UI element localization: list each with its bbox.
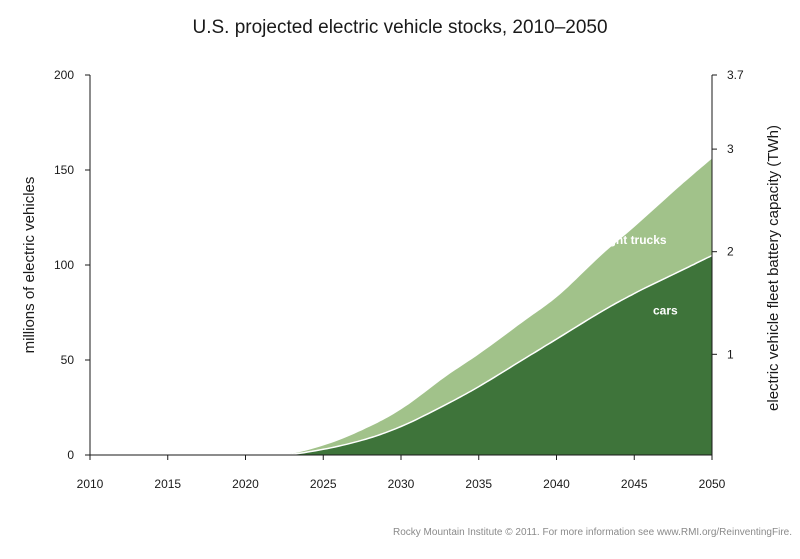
y2-axis-label: electric vehicle fleet battery capacity … [765, 125, 782, 411]
x-tick-label: 2050 [699, 477, 726, 491]
x-tick-label: 2010 [77, 477, 104, 491]
y2-tick-group: 1 2 3 3.7 [712, 68, 744, 361]
y2-tick-label: 2 [727, 245, 734, 259]
x-tick-label: 2015 [154, 477, 181, 491]
credit-text: Rocky Mountain Institute © 2011. For mor… [393, 527, 792, 538]
area-label: light trucks [602, 233, 667, 247]
y-tick-label: 200 [54, 68, 74, 82]
cars-boundary-line [276, 254, 713, 456]
y-tick-group: 0 50 100 150 200 [54, 68, 90, 462]
chart-title: U.S. projected electric vehicle stocks, … [192, 17, 607, 38]
x-tick-label: 2020 [232, 477, 259, 491]
area-label: cars [653, 303, 678, 317]
y2-tick-label: 3 [727, 142, 734, 156]
y-tick-label: 150 [54, 163, 74, 177]
y2-tick-label: 3.7 [727, 68, 744, 82]
x-tick-group: 2010 2015 2020 2025 2030 2035 2040 2045 2050 [77, 455, 726, 491]
x-tick-label: 2040 [543, 477, 570, 491]
x-tick-label: 2035 [465, 477, 492, 491]
x-tick-label: 2045 [621, 477, 648, 491]
y-axis-label: millions of electric vehicles [21, 177, 38, 354]
y-tick-label: 50 [61, 353, 75, 367]
y2-tick-label: 1 [727, 347, 734, 361]
plot-areas [90, 158, 713, 456]
x-tick-label: 2025 [310, 477, 337, 491]
y-tick-label: 0 [67, 448, 74, 462]
annotation-group: light trucks cars [602, 233, 678, 317]
y-tick-label: 100 [54, 258, 74, 272]
area-cars [90, 255, 712, 455]
x-tick-label: 2030 [388, 477, 415, 491]
